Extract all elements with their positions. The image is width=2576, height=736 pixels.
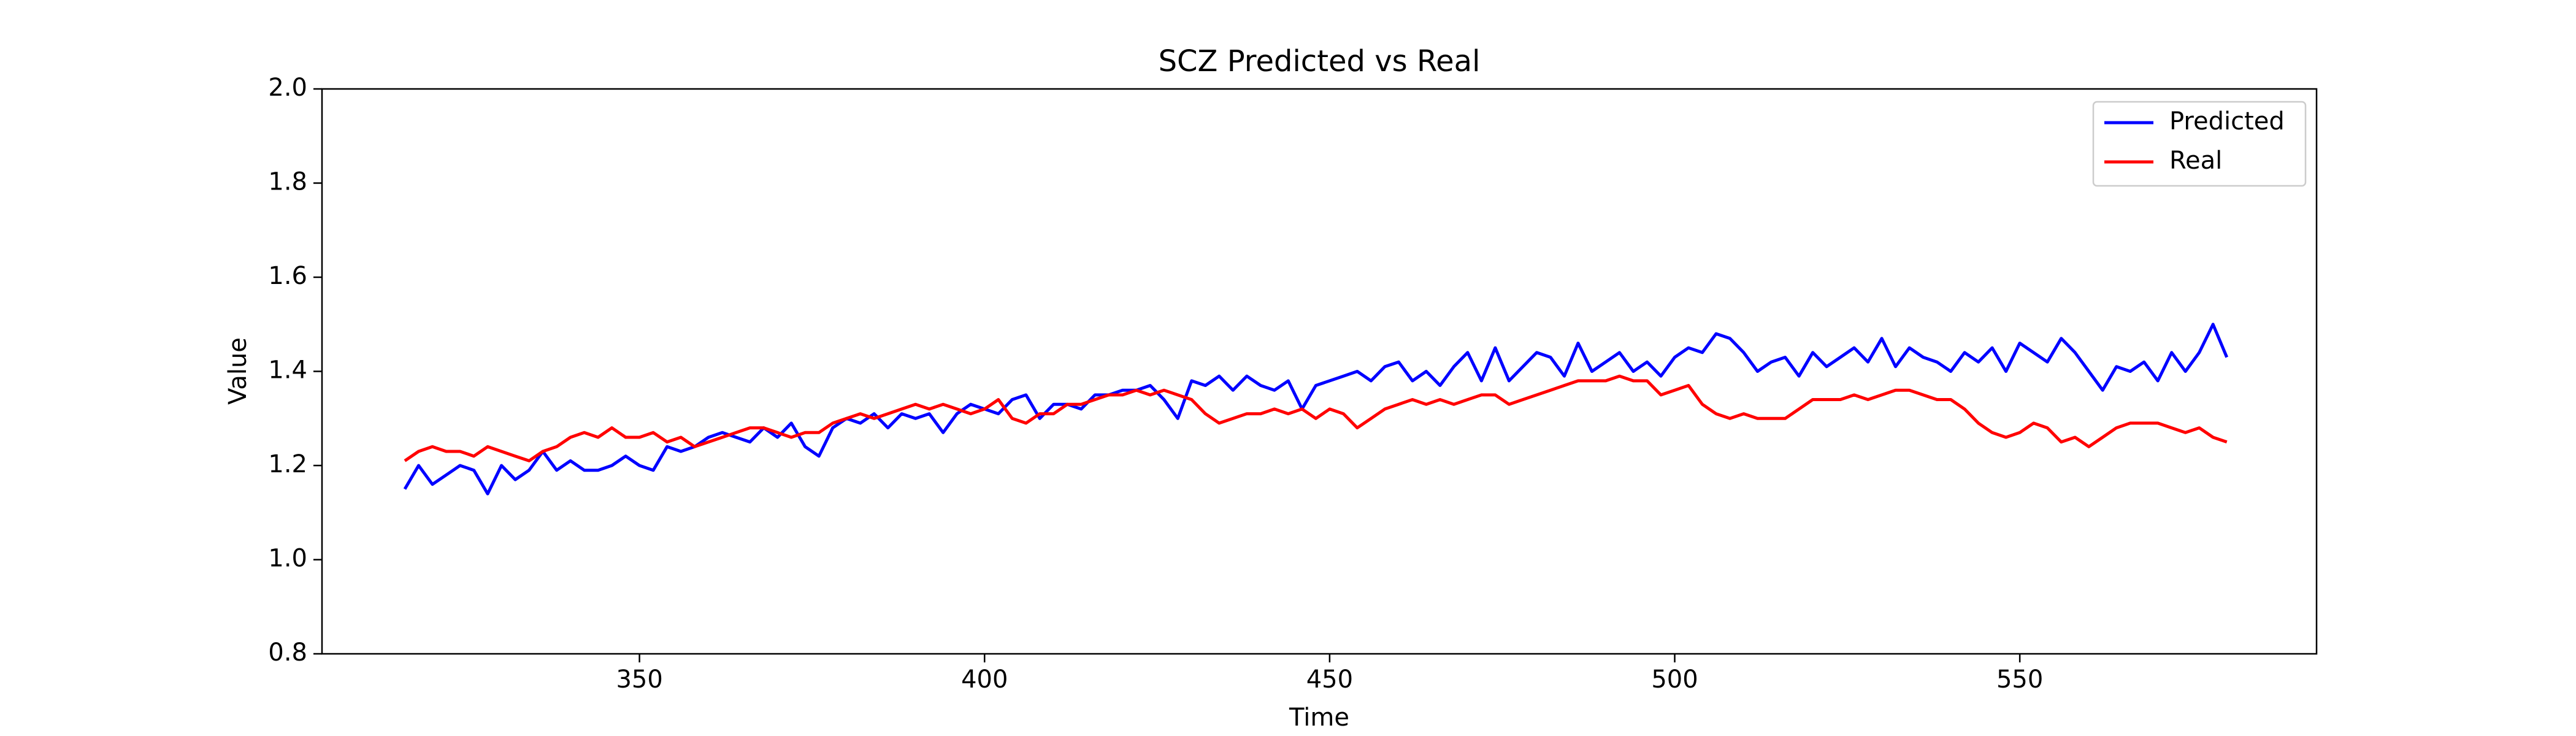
x-tick-label: 350: [616, 665, 662, 694]
x-tick-label: 500: [1651, 665, 1698, 694]
y-axis-label: Value: [224, 337, 252, 405]
plot-frame: [321, 88, 2318, 655]
legend-label: Real: [2169, 147, 2222, 175]
y-tick-label: 1.0: [268, 545, 307, 573]
x-axis-label: Time: [1289, 703, 1349, 732]
y-tick-label: 2.0: [268, 74, 307, 102]
x-tick-label: 400: [961, 665, 1008, 694]
x-tick-label: 450: [1306, 665, 1353, 694]
data-line: [403, 323, 2229, 496]
y-tick-label: 1.6: [268, 262, 307, 290]
x-tick-label: 550: [1996, 665, 2043, 694]
y-tick-label: 1.4: [268, 356, 307, 385]
data-line: [404, 374, 2228, 462]
y-tick-label: 1.8: [268, 168, 307, 196]
y-tick-label: 0.8: [268, 638, 307, 667]
legend-label: Predicted: [2169, 107, 2285, 136]
chart-title: SCZ Predicted vs Real: [1159, 44, 1481, 79]
y-tick-label: 1.2: [268, 450, 307, 478]
